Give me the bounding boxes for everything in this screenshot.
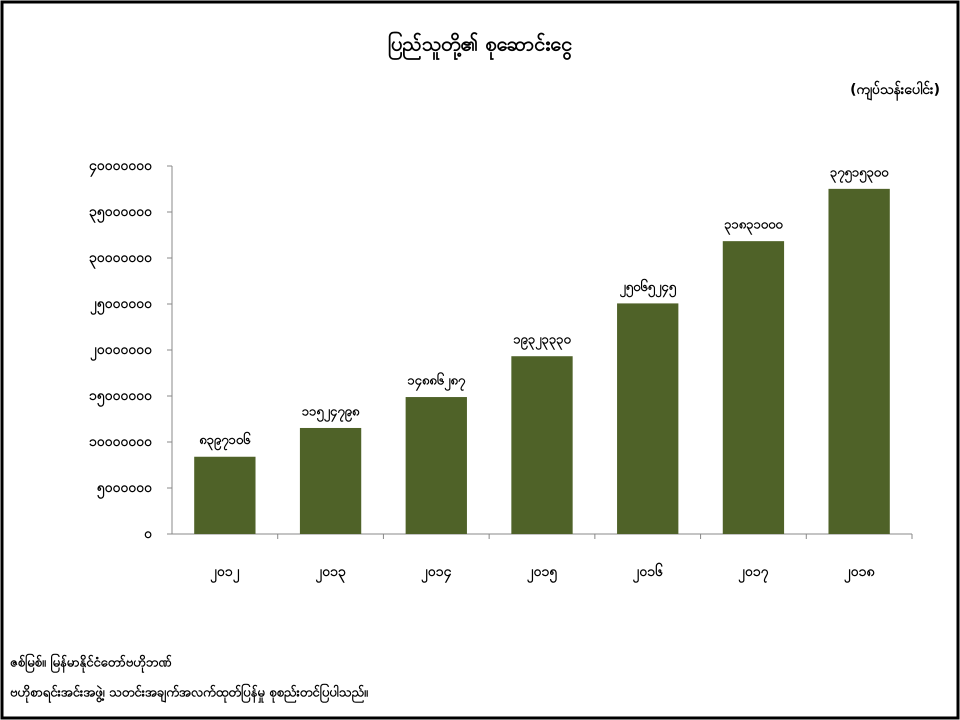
value-label: ၁၁၅၂၄၇၉၈ (302, 404, 360, 422)
y-tick-label: ၁၅၀၀၀၀၀၀ (89, 388, 153, 407)
unit-label: (ကျပ်သန်းပေါင်း) (850, 81, 940, 101)
y-tick-label: ၂၀၀၀၀၀၀၀ (90, 342, 153, 361)
bar (828, 188, 890, 534)
y-tick-label: ၃၀၀၀၀၀၀၀ (89, 250, 153, 269)
y-tick-label: ၂၅၀၀၀၀၀၀ (90, 296, 153, 315)
x-tick-label: ၂၀၁၄ (421, 564, 452, 583)
y-tick-label: ၃၅၀၀၀၀၀၀ (89, 204, 153, 223)
x-tick-label: ၂၀၁၆ (632, 563, 664, 583)
bar (299, 427, 362, 534)
bar (405, 397, 467, 534)
x-tick-label: ၂၀၁၅ (527, 564, 559, 583)
x-tick-label: ၂၀၁၇ (738, 564, 770, 583)
y-tick-label: ၀ (144, 526, 153, 542)
x-tick-label: ၂၀၁၈ (844, 564, 876, 583)
value-label: ၂၅၀၆၅၂၄၅ (619, 278, 676, 298)
value-label: ၈၃၉၇၁၀၆ (199, 431, 251, 451)
source-line: ဇစ်မြစ်။ မြန်မာနိုင်ငံတော်ဗဟိုဘဏ် (10, 653, 172, 674)
y-tick-label: ၅၀၀၀၀၀၀ (97, 480, 153, 499)
bar (511, 356, 573, 534)
bar (722, 241, 785, 535)
x-tick-label: ၂၀၁၃ (315, 564, 346, 583)
bar (617, 303, 679, 534)
bar (194, 456, 256, 534)
x-tick-label: ၂၀၁၂ (210, 564, 241, 583)
value-label: ၃၁၈၃၁၀၀၀ (724, 218, 783, 236)
source-line: ဗဟိုစာရင်းအင်းအဖွဲ့၊ သတင်းအချက်အလက်ထုတ်ပ… (10, 683, 369, 704)
y-tick-label: ၄၀၀၀၀၀၀၀ (89, 158, 153, 177)
value-label: ၁၄၈၈၆၂၈၇ (407, 372, 466, 392)
y-tick-label: ၁၀၀၀၀၀၀၀ (89, 434, 153, 450)
value-label: ၁၉၃၂၃၃၃၀ (513, 333, 571, 351)
value-label: ၃၇၅၁၅၃၀၀ (830, 165, 889, 183)
